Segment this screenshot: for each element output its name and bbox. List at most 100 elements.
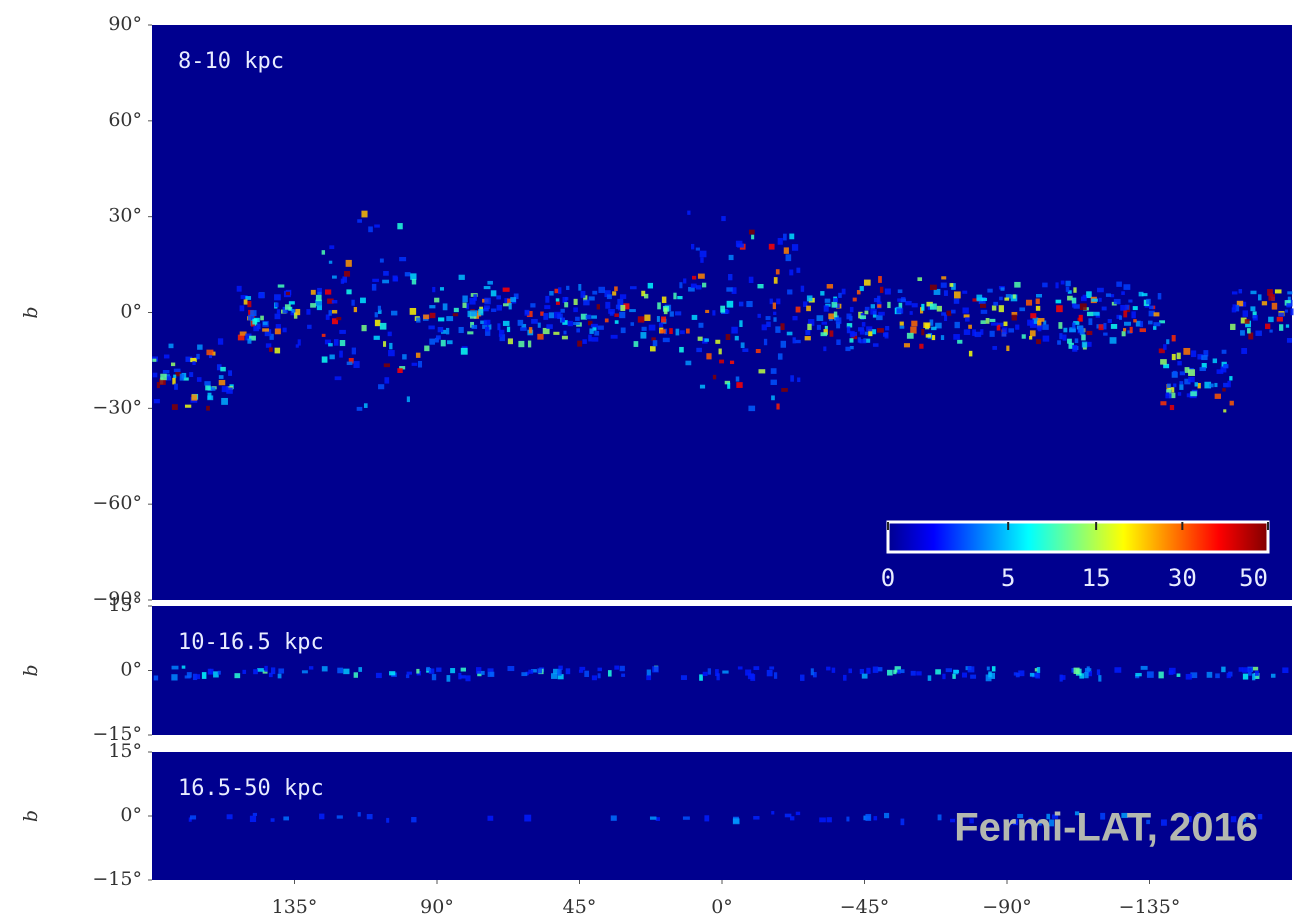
speckle	[567, 320, 573, 327]
speckle	[1005, 294, 1012, 299]
speckle	[393, 276, 399, 282]
speckle	[732, 818, 740, 825]
speckle	[1236, 300, 1244, 307]
speckle	[262, 328, 269, 332]
speckle	[416, 317, 421, 323]
speckle	[384, 377, 390, 384]
speckle	[528, 669, 534, 674]
speckle	[935, 322, 942, 329]
x-tick-label: −135°	[1119, 896, 1181, 918]
speckle	[264, 665, 268, 672]
speckle	[1029, 672, 1035, 677]
speckle	[831, 301, 838, 308]
speckle	[469, 297, 476, 305]
speckle	[1086, 330, 1093, 336]
speckle	[884, 288, 891, 295]
speckle	[208, 352, 213, 359]
speckle	[967, 666, 975, 673]
speckle	[878, 276, 882, 283]
speckle	[789, 269, 794, 276]
speckle	[1072, 344, 1078, 352]
speckle	[649, 346, 656, 352]
speckle	[604, 318, 609, 323]
speckle	[270, 667, 276, 675]
speckle	[884, 812, 890, 819]
speckle	[1253, 666, 1259, 671]
speckle	[1191, 350, 1197, 358]
speckle	[990, 322, 998, 326]
speckle	[707, 668, 711, 675]
speckle	[521, 323, 527, 328]
speckle	[1258, 294, 1262, 301]
speckle	[195, 674, 201, 679]
speckle	[1190, 391, 1197, 397]
speckle	[872, 329, 877, 335]
speckle	[768, 243, 775, 250]
speckle	[460, 667, 466, 672]
speckle	[1188, 376, 1195, 383]
speckle	[588, 334, 592, 342]
speckle	[746, 301, 753, 308]
speckle	[737, 243, 744, 248]
speckle	[562, 320, 568, 325]
speckle	[1073, 304, 1080, 309]
speckle	[900, 818, 905, 826]
speckle	[497, 323, 501, 331]
speckle	[630, 322, 635, 326]
speckle	[597, 325, 604, 330]
speckle	[637, 316, 645, 323]
speckle	[604, 290, 611, 298]
speckle	[864, 310, 869, 315]
speckle	[831, 667, 836, 673]
speckle	[826, 284, 834, 289]
speckle	[458, 326, 464, 334]
speckle	[206, 349, 214, 356]
speckle	[321, 356, 328, 363]
speckle	[1116, 314, 1122, 319]
speckle	[591, 675, 597, 681]
speckle	[803, 301, 808, 307]
speckle	[866, 667, 871, 674]
speckle	[661, 316, 667, 323]
speckle	[1153, 325, 1157, 330]
y-tick-label: 0°	[120, 301, 142, 323]
speckle	[898, 302, 903, 309]
speckle	[343, 668, 350, 675]
speckle	[850, 331, 857, 336]
speckle	[843, 674, 847, 681]
speckle	[656, 316, 660, 322]
speckle	[333, 339, 339, 346]
speckle	[336, 815, 343, 819]
speckle	[1186, 393, 1193, 398]
speckle	[644, 314, 651, 321]
speckle	[826, 817, 832, 823]
speckle	[1042, 335, 1050, 342]
speckle	[561, 317, 565, 323]
speckle	[1220, 366, 1227, 373]
speckle	[510, 297, 517, 302]
speckle	[1055, 282, 1059, 289]
speckle	[863, 279, 871, 286]
speckle	[1248, 667, 1252, 673]
speckle	[720, 305, 726, 313]
speckle	[885, 325, 890, 331]
speckle	[557, 313, 563, 320]
speckle	[1276, 316, 1283, 322]
speckle	[274, 302, 279, 308]
speckle	[179, 373, 185, 381]
speckle	[1091, 298, 1098, 302]
colorbar-tick-label: 5	[1001, 564, 1015, 592]
speckle	[846, 323, 853, 328]
speckle	[173, 368, 181, 373]
speckle	[1060, 280, 1065, 285]
speckle	[647, 282, 654, 289]
speckle	[249, 815, 257, 823]
speckle	[1287, 296, 1291, 303]
speckle	[1086, 666, 1090, 673]
speckle	[1071, 297, 1077, 304]
x-tick-label: −90°	[982, 896, 1032, 918]
speckle	[833, 311, 838, 318]
speckle	[1229, 376, 1233, 381]
speckle	[317, 291, 322, 296]
speckle	[773, 317, 777, 322]
